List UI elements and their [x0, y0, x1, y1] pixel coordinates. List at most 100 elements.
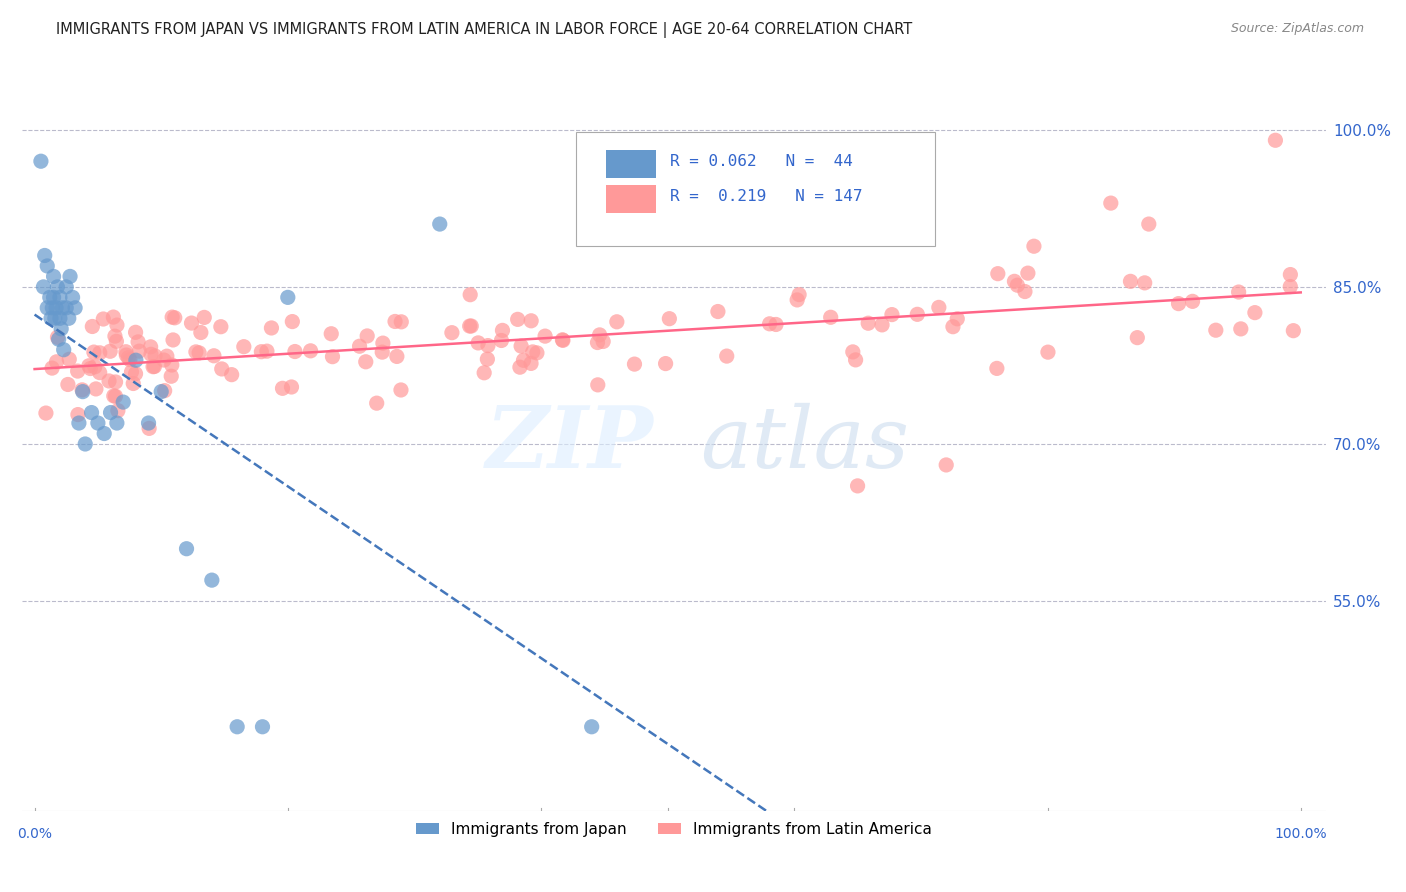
Immigrants from Japan — [46, 280, 69, 294]
Immigrants from Japan — [42, 269, 65, 284]
Immigrants from Latin America — [260, 321, 283, 335]
Immigrants from Latin America — [477, 352, 499, 367]
Immigrants from Latin America — [472, 366, 495, 380]
Immigrants from Japan — [34, 248, 56, 262]
Immigrants from Latin America — [946, 311, 969, 326]
Text: R = 0.062   N =  44: R = 0.062 N = 44 — [671, 154, 853, 169]
Immigrants from Latin America — [586, 377, 609, 392]
Text: 0.0%: 0.0% — [17, 827, 52, 841]
Immigrants from Latin America — [284, 344, 307, 359]
Immigrants from Latin America — [299, 343, 322, 358]
Immigrants from Latin America — [256, 344, 278, 359]
FancyBboxPatch shape — [576, 132, 935, 246]
Immigrants from Latin America — [986, 361, 1008, 376]
Immigrants from Latin America — [83, 359, 105, 374]
Immigrants from Japan — [125, 353, 148, 368]
Immigrants from Latin America — [139, 347, 162, 361]
Immigrants from Japan — [252, 720, 274, 734]
Immigrants from Latin America — [153, 384, 176, 398]
Immigrants from Latin America — [1017, 266, 1039, 280]
Immigrants from Latin America — [1036, 345, 1059, 359]
Immigrants from Latin America — [104, 389, 127, 403]
Immigrants from Latin America — [143, 349, 166, 363]
Immigrants from Japan — [226, 720, 249, 734]
Immigrants from Japan — [37, 301, 59, 315]
Immigrants from Latin America — [385, 350, 408, 364]
Immigrants from Japan — [150, 384, 173, 399]
Immigrants from Latin America — [142, 359, 165, 374]
Immigrants from Latin America — [46, 330, 69, 344]
Text: ZIP: ZIP — [485, 402, 654, 486]
Text: IMMIGRANTS FROM JAPAN VS IMMIGRANTS FROM LATIN AMERICA IN LABOR FORCE | AGE 20-6: IMMIGRANTS FROM JAPAN VS IMMIGRANTS FROM… — [56, 22, 912, 38]
Text: 100.0%: 100.0% — [1274, 827, 1327, 841]
Immigrants from Japan — [75, 437, 97, 451]
Immigrants from Latin America — [122, 376, 145, 391]
Immigrants from Latin America — [870, 318, 893, 332]
Immigrants from Latin America — [654, 357, 676, 371]
Immigrants from Latin America — [188, 346, 211, 360]
Immigrants from Latin America — [190, 326, 212, 340]
Immigrants from Latin America — [534, 329, 557, 343]
Immigrants from Japan — [138, 416, 160, 430]
Immigrants from Latin America — [139, 340, 162, 354]
Immigrants from Latin America — [232, 340, 254, 354]
Immigrants from Latin America — [281, 315, 304, 329]
Immigrants from Japan — [39, 311, 62, 326]
Immigrants from Latin America — [91, 312, 114, 326]
Immigrants from Latin America — [1279, 268, 1302, 282]
Immigrants from Japan — [429, 217, 451, 231]
Immigrants from Latin America — [458, 319, 481, 334]
FancyBboxPatch shape — [606, 186, 655, 213]
Immigrants from Latin America — [89, 346, 111, 360]
Immigrants from Japan — [87, 416, 110, 430]
Immigrants from Latin America — [35, 406, 58, 420]
Immigrants from Japan — [52, 343, 75, 357]
Immigrants from Latin America — [115, 344, 138, 359]
Immigrants from Latin America — [128, 344, 150, 359]
Immigrants from Latin America — [758, 317, 780, 331]
Immigrants from Latin America — [467, 335, 489, 350]
Immigrants from Japan — [93, 426, 115, 441]
Immigrants from Latin America — [1264, 133, 1286, 147]
Immigrants from Latin America — [371, 336, 394, 351]
Immigrants from Japan — [63, 301, 86, 315]
Immigrants from Latin America — [458, 287, 481, 301]
Immigrants from Latin America — [1007, 278, 1029, 293]
Immigrants from Latin America — [389, 315, 412, 329]
Immigrants from Latin America — [143, 359, 166, 374]
Immigrants from Latin America — [121, 365, 143, 379]
Immigrants from Japan — [48, 332, 70, 346]
Immigrants from Japan — [55, 280, 77, 294]
Immigrants from Latin America — [707, 304, 730, 318]
Immigrants from Japan — [277, 290, 299, 304]
Immigrants from Latin America — [786, 293, 808, 307]
Immigrants from Latin America — [124, 326, 146, 340]
Immigrants from Latin America — [820, 310, 842, 325]
Immigrants from Japan — [37, 259, 59, 273]
Immigrants from Japan — [100, 406, 122, 420]
Immigrants from Latin America — [935, 458, 957, 472]
Immigrants from Japan — [51, 301, 73, 315]
Immigrants from Latin America — [1205, 323, 1227, 337]
Immigrants from Latin America — [349, 339, 371, 353]
Immigrants from Latin America — [354, 355, 377, 369]
Immigrants from Latin America — [202, 349, 225, 363]
Immigrants from Latin America — [526, 346, 548, 360]
Immigrants from Latin America — [586, 335, 609, 350]
Immigrants from Latin America — [509, 360, 531, 375]
Immigrants from Latin America — [905, 307, 928, 321]
Immigrants from Latin America — [592, 334, 614, 349]
Immigrants from Latin America — [510, 339, 533, 353]
Immigrants from Latin America — [765, 318, 787, 332]
Immigrants from Latin America — [477, 338, 499, 352]
Immigrants from Latin America — [371, 345, 394, 359]
Immigrants from Japan — [105, 416, 128, 430]
Immigrants from Latin America — [162, 333, 184, 347]
Immigrants from Japan — [80, 406, 103, 420]
Immigrants from Latin America — [56, 377, 79, 392]
Immigrants from Latin America — [160, 358, 183, 372]
Immigrants from Latin America — [512, 353, 534, 368]
Immigrants from Japan — [45, 301, 67, 315]
Immigrants from Latin America — [928, 301, 950, 315]
Immigrants from Latin America — [987, 267, 1010, 281]
